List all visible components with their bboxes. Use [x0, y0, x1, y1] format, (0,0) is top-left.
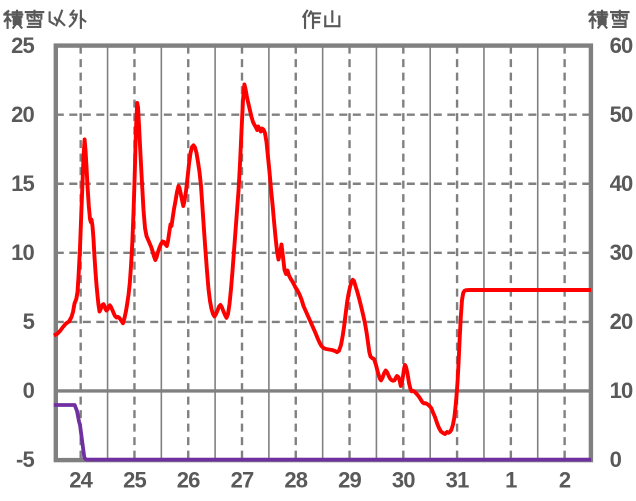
svg-text:0: 0 — [610, 447, 622, 472]
svg-text:5: 5 — [23, 309, 35, 334]
svg-text:29: 29 — [338, 468, 361, 493]
svg-text:1: 1 — [505, 468, 517, 493]
svg-text:28: 28 — [284, 468, 307, 493]
svg-text:10: 10 — [11, 240, 34, 265]
svg-text:0: 0 — [23, 378, 35, 403]
svg-text:20: 20 — [11, 102, 34, 127]
svg-text:30: 30 — [610, 240, 633, 265]
svg-text:25: 25 — [11, 33, 34, 58]
svg-text:60: 60 — [610, 33, 633, 58]
svg-text:31: 31 — [446, 468, 469, 493]
svg-text:15: 15 — [11, 171, 34, 196]
svg-text:20: 20 — [610, 309, 633, 334]
svg-text:26: 26 — [177, 468, 200, 493]
svg-text:24: 24 — [69, 468, 93, 493]
svg-text:40: 40 — [610, 171, 633, 196]
svg-text:25: 25 — [123, 468, 146, 493]
svg-text:30: 30 — [392, 468, 415, 493]
svg-text:2: 2 — [559, 468, 571, 493]
svg-text:-5: -5 — [16, 447, 35, 472]
svg-text:50: 50 — [610, 102, 633, 127]
svg-text:10: 10 — [610, 378, 633, 403]
svg-text:27: 27 — [231, 468, 254, 493]
